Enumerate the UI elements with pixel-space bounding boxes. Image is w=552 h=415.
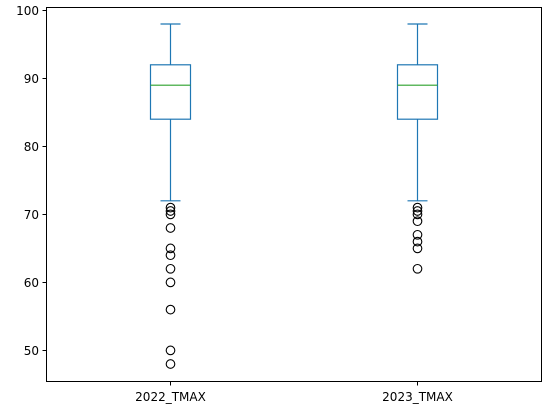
outlier-point	[165, 206, 176, 216]
outlier-point	[412, 263, 423, 274]
outlier-point	[412, 243, 423, 254]
outlier-point	[165, 263, 176, 274]
y-tick-label: 50	[24, 344, 39, 358]
outlier-point	[412, 209, 423, 220]
iqr-box	[149, 64, 192, 120]
axes-frame	[46, 7, 542, 382]
outlier-point	[165, 223, 176, 233]
outlier-point	[165, 250, 176, 261]
x-axis: 2022_TMAX 2023_TMAX	[135, 381, 453, 404]
outlier-point	[165, 304, 176, 315]
outlier-point	[165, 202, 176, 213]
outlier-point	[165, 345, 176, 356]
y-tick-label: 80	[24, 140, 39, 154]
y-tick-label: 70	[24, 208, 39, 222]
box-group-2022_TMAX	[149, 23, 192, 369]
outlier-point	[412, 206, 423, 216]
outlier-point	[165, 277, 176, 288]
outlier-point	[412, 216, 423, 227]
y-tick-label: 90	[24, 72, 39, 86]
x-tick-label: 2022_TMAX	[135, 390, 206, 404]
outlier-point	[412, 229, 423, 240]
outlier-point	[412, 202, 423, 213]
y-tick-label: 60	[24, 276, 39, 290]
outlier-point	[165, 243, 176, 254]
outlier-point	[165, 209, 176, 220]
y-axis: 50 60 70 80 90 100	[16, 4, 47, 358]
iqr-box	[396, 64, 439, 120]
outlier-point	[165, 359, 176, 369]
plot-area	[149, 23, 439, 369]
box-group-2023_TMAX	[396, 23, 439, 274]
y-tick-label: 100	[16, 4, 39, 18]
x-tick-label: 2023_TMAX	[382, 390, 453, 404]
outlier-point	[412, 236, 423, 247]
